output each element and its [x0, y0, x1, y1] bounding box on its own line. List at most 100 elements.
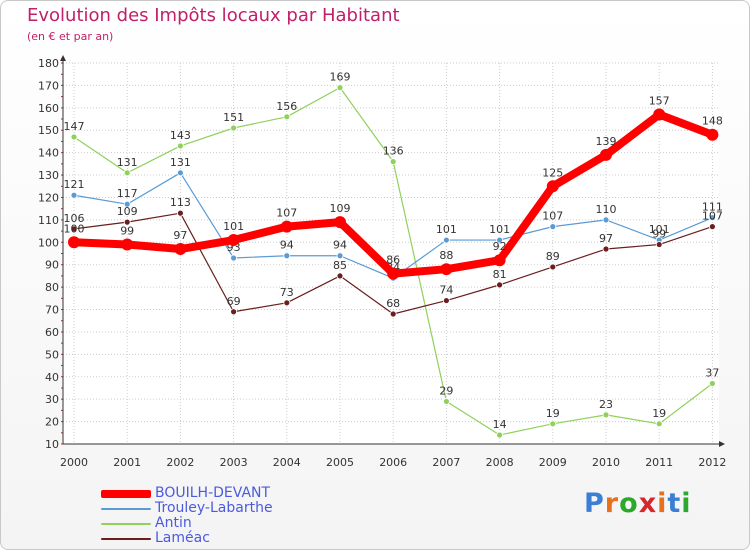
data-label-lam-ac: 69	[227, 295, 241, 308]
data-point-lam-ac	[655, 241, 663, 248]
y-tick-label: 70	[45, 304, 59, 317]
y-tick-label: 180	[38, 57, 59, 70]
data-point-trouley-labarthe	[442, 236, 450, 244]
x-tick-label: 2004	[273, 456, 301, 469]
data-label-bouilh-devant: 101	[223, 220, 244, 233]
data-point-lam-ac	[230, 308, 238, 316]
x-tick-label: 2009	[539, 456, 567, 469]
data-label-bouilh-devant: 107	[276, 207, 297, 220]
data-label-lam-ac: 68	[386, 297, 400, 310]
data-label-bouilh-devant: 97	[173, 229, 187, 242]
data-point-antin	[496, 431, 504, 439]
data-point-bouilh-devant	[706, 128, 719, 141]
data-label-antin: 156	[276, 100, 297, 113]
data-point-lam-ac	[176, 209, 184, 217]
data-point-antin	[549, 420, 557, 428]
data-point-trouley-labarthe	[336, 252, 344, 260]
data-label-bouilh-devant: 88	[439, 249, 453, 262]
data-point-lam-ac	[549, 263, 557, 271]
data-label-antin: 29	[439, 384, 453, 397]
data-point-antin	[709, 380, 716, 387]
legend-swatch	[101, 489, 151, 498]
logo-letter: P	[584, 488, 605, 519]
data-point-bouilh-devant	[334, 216, 346, 229]
data-label-lam-ac: 109	[117, 205, 138, 218]
data-point-trouley-labarthe	[176, 169, 184, 177]
data-point-lam-ac	[283, 299, 291, 307]
data-label-lam-ac: 73	[280, 286, 294, 299]
data-label-trouley-labarthe: 101	[489, 223, 510, 236]
data-point-antin	[336, 84, 344, 92]
data-label-antin: 136	[383, 145, 404, 158]
data-point-trouley-labarthe	[123, 200, 131, 208]
x-tick-label: 2007	[432, 456, 460, 469]
data-label-antin: 23	[599, 398, 613, 411]
x-tick-label: 2008	[486, 456, 514, 469]
x-tick-label: 2000	[60, 456, 88, 469]
y-tick-label: 10	[45, 438, 59, 451]
data-point-lam-ac	[389, 310, 397, 318]
data-point-bouilh-devant	[68, 236, 80, 249]
logo-letter: x	[638, 488, 658, 519]
data-point-bouilh-devant	[387, 267, 400, 280]
data-point-bouilh-devant	[227, 234, 240, 247]
data-point-bouilh-devant	[280, 220, 293, 233]
chart-title: Evolution des Impôts locaux par Habitant	[27, 5, 400, 26]
data-point-lam-ac	[496, 281, 504, 289]
data-label-bouilh-devant: 139	[596, 135, 617, 148]
data-point-bouilh-devant	[174, 243, 187, 256]
data-label-trouley-labarthe: 101	[436, 223, 457, 236]
data-label-lam-ac: 81	[493, 268, 507, 281]
data-point-bouilh-devant	[653, 108, 666, 121]
y-tick-label: 130	[38, 169, 59, 182]
legend-swatch	[101, 537, 151, 540]
data-label-trouley-labarthe: 110	[596, 203, 617, 216]
legend-label: Antin	[155, 515, 192, 531]
data-label-trouley-labarthe: 117	[117, 187, 138, 200]
data-label-bouilh-devant: 125	[542, 166, 563, 179]
data-point-antin	[123, 169, 131, 177]
data-point-antin	[602, 411, 610, 419]
x-tick-label: 2006	[379, 456, 407, 469]
data-label-bouilh-devant: 109	[330, 202, 351, 215]
data-point-trouley-labarthe	[549, 223, 557, 231]
data-point-antin	[442, 398, 450, 405]
legend-label: Trouley-Labarthe	[155, 500, 273, 516]
data-point-antin	[283, 113, 291, 121]
data-point-lam-ac	[709, 223, 716, 231]
data-label-bouilh-devant: 157	[649, 95, 670, 108]
data-label-antin: 151	[223, 111, 244, 124]
data-point-antin	[389, 158, 397, 166]
data-point-lam-ac	[602, 245, 610, 253]
data-point-antin	[230, 124, 238, 132]
data-label-trouley-labarthe: 94	[333, 239, 347, 252]
y-tick-label: 50	[45, 348, 59, 361]
y-tick-label: 60	[45, 326, 59, 339]
data-label-antin: 143	[170, 129, 191, 142]
y-tick-label: 40	[45, 371, 59, 384]
legend-swatch	[101, 507, 151, 510]
data-label-lam-ac: 74	[439, 284, 453, 297]
y-tick-label: 160	[38, 102, 59, 115]
data-point-trouley-labarthe	[496, 236, 504, 244]
y-tick-label: 30	[45, 393, 59, 406]
y-tick-label: 20	[45, 416, 59, 429]
x-tick-label: 2011	[645, 456, 673, 469]
data-point-bouilh-devant	[600, 148, 612, 161]
data-label-lam-ac: 99	[652, 228, 666, 241]
data-label-lam-ac: 85	[333, 259, 347, 272]
y-tick-label: 80	[45, 281, 59, 294]
x-tick-label: 2003	[220, 456, 248, 469]
y-tick-label: 110	[38, 214, 59, 227]
data-label-antin: 131	[117, 156, 138, 169]
data-label-lam-ac: 107	[702, 210, 723, 223]
y-tick-label: 90	[45, 259, 59, 272]
data-label-antin: 169	[330, 71, 351, 84]
x-tick-label: 2002	[166, 456, 194, 469]
data-point-lam-ac	[442, 297, 450, 304]
data-label-antin: 19	[546, 407, 560, 420]
data-label-trouley-labarthe: 107	[542, 210, 563, 223]
data-point-antin	[70, 133, 78, 141]
data-label-bouilh-devant: 99	[120, 225, 134, 238]
